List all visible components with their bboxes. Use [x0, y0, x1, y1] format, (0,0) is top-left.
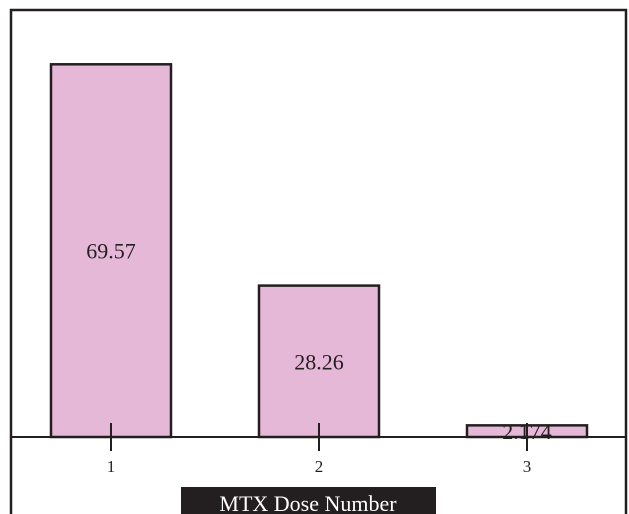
data-label-3: 2.174: [502, 419, 552, 444]
x-axis-label: MTX Dose Number: [219, 491, 397, 514]
x-tick-label-3: 3: [523, 457, 532, 476]
bar-2: [257, 284, 381, 439]
x-tick-label-2: 2: [315, 457, 324, 476]
data-label-2: 28.26: [294, 349, 344, 374]
data-label-1: 69.57: [86, 239, 136, 264]
data-labels-group: 69.57 28.26 2.174: [86, 239, 552, 445]
chart-frame: [9, 8, 628, 514]
x-axis-label-box: [181, 487, 436, 514]
x-tick-label-1: 1: [107, 457, 116, 476]
ticks-group: 1 2 3: [107, 423, 532, 476]
